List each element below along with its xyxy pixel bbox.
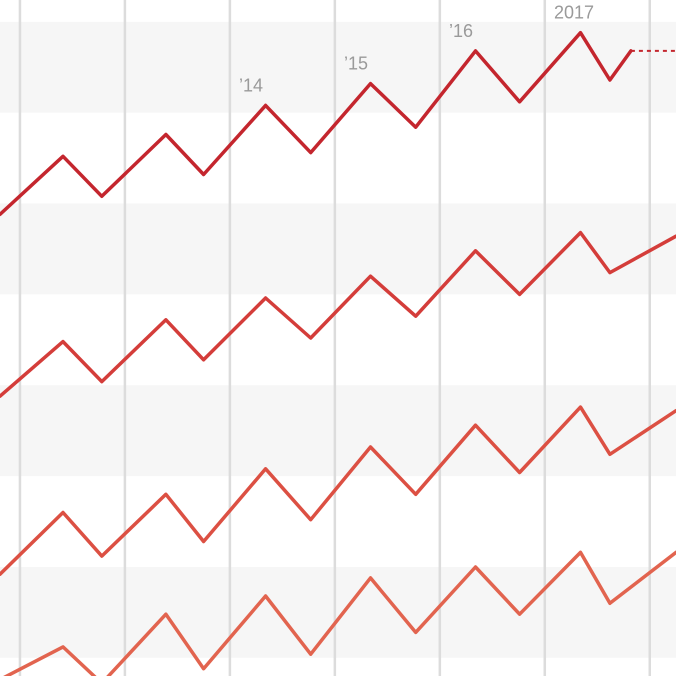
background-band-4 <box>0 566 676 658</box>
year-label-4: 2017 <box>554 3 594 23</box>
year-labels: ’14 ’15 ’16 2017 <box>239 3 594 96</box>
series-lines <box>0 30 676 676</box>
background-band-1 <box>0 21 676 113</box>
background-band-3 <box>0 385 676 477</box>
background-band-2 <box>0 203 676 295</box>
year-label-2: ’15 <box>344 54 368 74</box>
background-bands <box>0 21 676 658</box>
series-line-3 <box>0 405 676 576</box>
series-line-1 <box>0 30 633 217</box>
series-line-2 <box>0 230 676 398</box>
year-label-3: ’16 <box>449 21 473 41</box>
series-line-4 <box>3 550 676 676</box>
year-gridlines <box>18 0 652 676</box>
year-label-1: ’14 <box>239 75 263 95</box>
